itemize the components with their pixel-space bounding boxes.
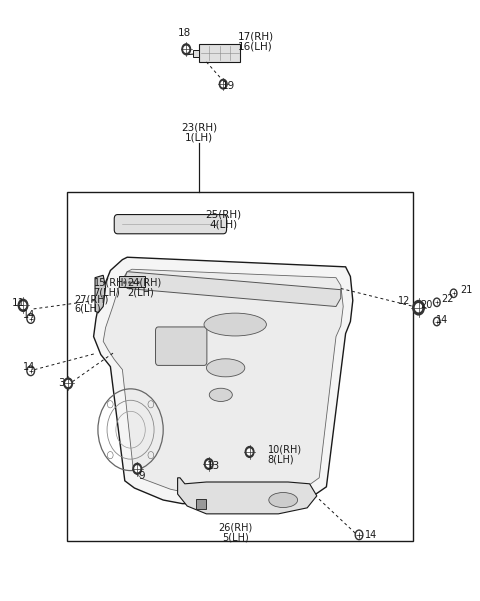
Circle shape [18, 299, 28, 311]
Circle shape [219, 79, 227, 89]
Text: 1(LH): 1(LH) [185, 133, 213, 142]
Text: 27(RH): 27(RH) [74, 294, 109, 304]
Bar [199, 44, 240, 62]
Circle shape [182, 44, 191, 55]
Text: 19: 19 [221, 81, 235, 91]
Text: 14: 14 [23, 362, 35, 371]
Text: 13: 13 [206, 461, 220, 471]
Circle shape [247, 449, 252, 455]
Text: 15(RH): 15(RH) [94, 278, 128, 287]
Circle shape [64, 378, 72, 389]
Text: 3: 3 [58, 378, 65, 388]
Bar [119, 276, 145, 287]
FancyBboxPatch shape [156, 327, 207, 365]
Text: 14: 14 [436, 315, 448, 325]
Text: 2(LH): 2(LH) [127, 287, 154, 297]
Circle shape [133, 463, 142, 474]
Text: 10(RH): 10(RH) [268, 445, 302, 454]
Text: 25(RH): 25(RH) [205, 210, 241, 219]
Text: 17(RH): 17(RH) [238, 31, 274, 41]
Text: 22: 22 [442, 294, 454, 304]
Text: 5(LH): 5(LH) [222, 533, 249, 543]
Text: 14: 14 [23, 310, 35, 320]
Ellipse shape [204, 313, 266, 336]
Text: 16(LH): 16(LH) [238, 42, 272, 52]
Circle shape [184, 46, 189, 52]
Text: 6(LH): 6(LH) [74, 304, 101, 314]
Text: 18: 18 [178, 28, 192, 38]
Circle shape [413, 300, 424, 315]
Circle shape [135, 466, 140, 472]
Circle shape [20, 302, 26, 309]
Polygon shape [94, 257, 353, 504]
Ellipse shape [206, 359, 245, 377]
Polygon shape [124, 272, 341, 307]
Text: 26(RH): 26(RH) [218, 523, 252, 532]
Polygon shape [103, 269, 343, 493]
Text: 20: 20 [420, 300, 432, 310]
Text: 12: 12 [397, 296, 410, 305]
Circle shape [206, 461, 211, 467]
Circle shape [415, 304, 422, 312]
Ellipse shape [209, 388, 232, 401]
Text: 9: 9 [138, 471, 145, 481]
Circle shape [66, 380, 71, 386]
Text: 11: 11 [12, 298, 25, 308]
Bar [196, 499, 206, 509]
Ellipse shape [269, 493, 298, 507]
Polygon shape [178, 478, 317, 514]
Text: 21: 21 [460, 285, 472, 294]
Circle shape [221, 82, 225, 87]
Text: 24(RH): 24(RH) [127, 278, 161, 287]
Text: 14: 14 [365, 530, 377, 540]
Text: 7(LH): 7(LH) [94, 287, 120, 297]
Bar [193, 50, 199, 57]
Circle shape [245, 447, 254, 457]
Text: 8(LH): 8(LH) [268, 455, 294, 465]
Polygon shape [95, 275, 106, 313]
Text: 23(RH): 23(RH) [181, 123, 217, 132]
Text: 4(LH): 4(LH) [209, 220, 237, 230]
FancyBboxPatch shape [114, 215, 227, 234]
Bar [67, 192, 413, 541]
Circle shape [204, 459, 213, 469]
